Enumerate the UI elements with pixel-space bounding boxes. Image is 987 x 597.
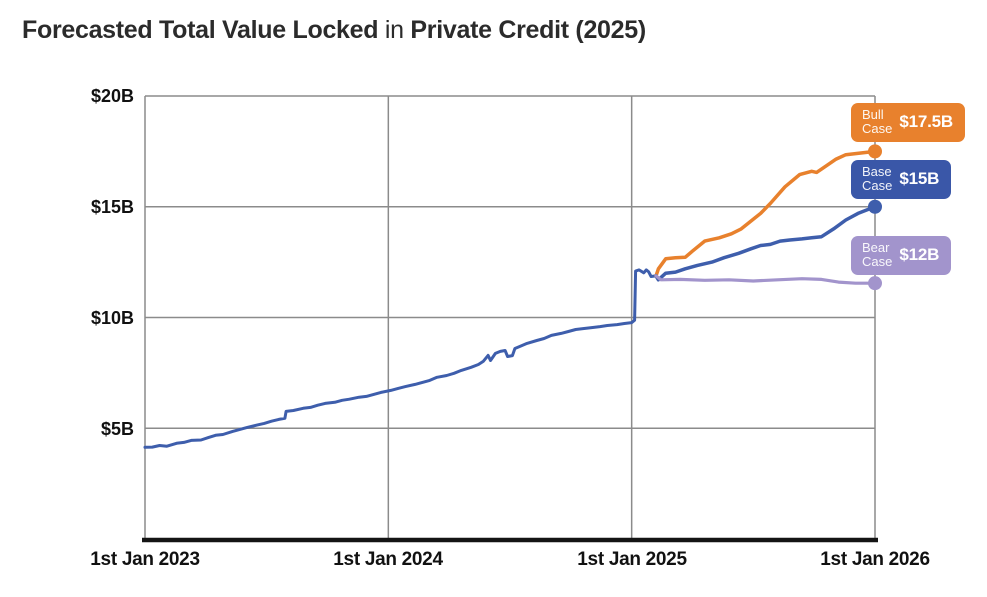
chart-title-bold-2: Private Credit (2025) [410, 16, 646, 44]
y-tick-label-10b: $10B [90, 308, 134, 328]
base-case-badge: Base Case $15B [851, 160, 952, 199]
bear-case-badge: Bear Case $12B [851, 236, 952, 275]
bear-case-endpoint-dot [868, 276, 882, 291]
series-base-case [654, 205, 877, 282]
bull-case-endpoint-dot [868, 144, 882, 159]
base-case-value: $15B [899, 169, 940, 188]
x-tick-label-2026: 1st Jan 2026 [820, 549, 930, 570]
x-tick-label-2023: 1st Jan 2023 [90, 549, 200, 570]
bull-case-value: $17.5B [899, 112, 953, 131]
chart-title: Forecasted Total Value Locked in Private… [22, 16, 646, 45]
series-bull-case [654, 149, 877, 278]
bear-case-label: Bear Case [862, 241, 892, 269]
bear-case-value: $12B [899, 245, 940, 264]
chart-title-bold-1: Forecasted Total Value Locked [22, 16, 379, 44]
y-tick-label-20b: $20B [90, 86, 134, 106]
bull-case-label: Bull Case [862, 108, 892, 136]
base-case-label-line1: Base [862, 164, 892, 179]
x-tick-label-2025: 1st Jan 2025 [577, 549, 687, 570]
bear-case-label-line1: Bear [862, 240, 890, 255]
series-historical-tvl [143, 268, 658, 449]
x-tick-label-2024: 1st Jan 2024 [333, 549, 443, 570]
base-case-label: Base Case [862, 165, 892, 193]
y-tick-label-15b: $15B [90, 197, 134, 217]
chart-title-regular: in [384, 16, 404, 44]
bear-case-label-line2: Case [862, 254, 893, 269]
y-tick-label-5b: $5B [100, 419, 134, 439]
bull-case-label-line2: Case [862, 121, 893, 136]
base-case-label-line2: Case [862, 178, 893, 193]
base-case-endpoint-dot [868, 199, 882, 214]
bull-case-badge: Bull Case $17.5B [851, 103, 965, 142]
bull-case-label-line1: Bull [862, 107, 884, 122]
series-bear-case [654, 274, 877, 285]
